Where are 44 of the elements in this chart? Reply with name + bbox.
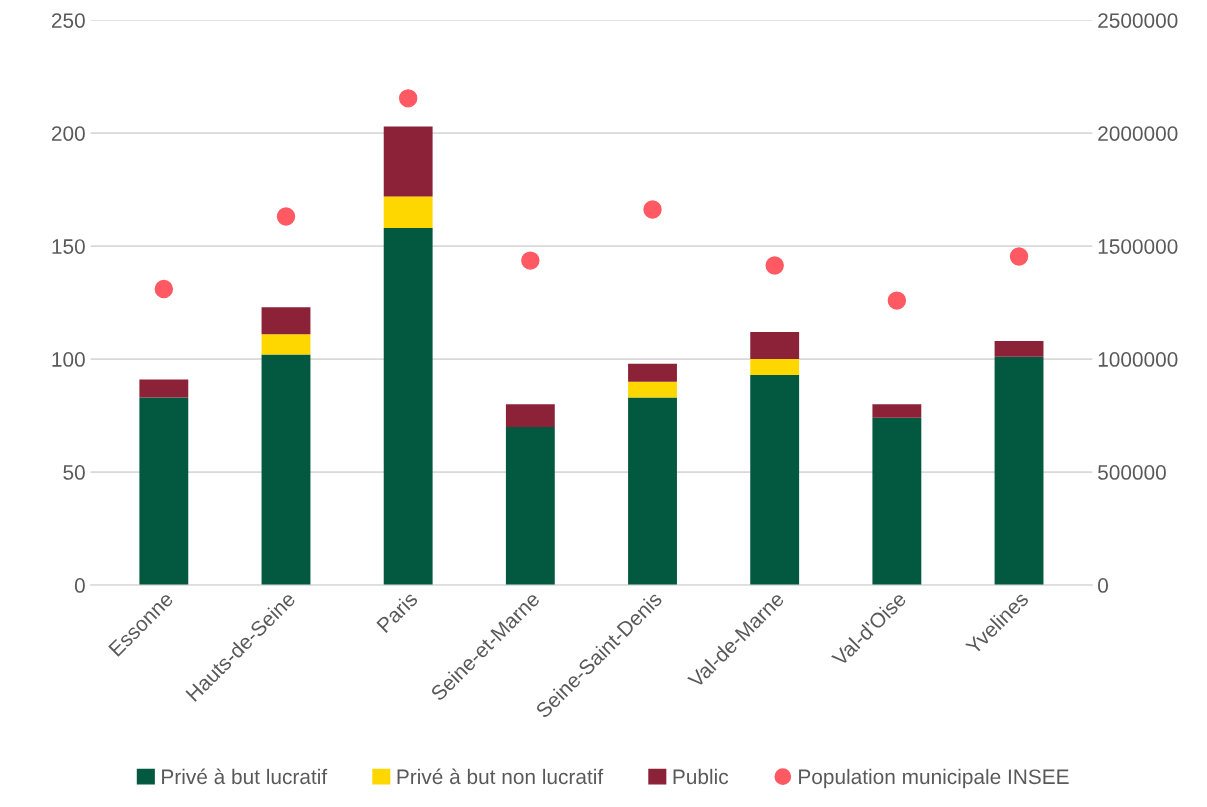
bar	[628, 397, 677, 586]
point	[276, 207, 296, 226]
point	[398, 89, 418, 108]
point	[1009, 247, 1029, 266]
y2-tick-label: 2000000	[1098, 126, 1178, 141]
bar	[383, 196, 433, 229]
y-tick-label: 50	[63, 465, 85, 480]
bar	[750, 359, 800, 375]
bar	[628, 381, 677, 398]
legend-label: Public	[673, 768, 729, 785]
y2-tick-label: 2500000	[1098, 13, 1178, 28]
y-tick-label: 250	[51, 13, 85, 28]
bar	[750, 332, 800, 360]
bar	[750, 374, 800, 586]
y2-tick-label: 1500000	[1098, 239, 1178, 254]
bar	[994, 356, 1044, 586]
point	[521, 251, 540, 270]
bar	[505, 404, 555, 427]
bar	[383, 228, 433, 586]
point	[887, 291, 907, 310]
y2-tick-label: 1000000	[1098, 352, 1178, 367]
y-tick-label: 200	[51, 126, 85, 141]
bar	[261, 334, 311, 355]
point	[154, 279, 174, 299]
legend-label: Population municipale INSEE	[799, 768, 1069, 789]
y-tick-label: 150	[52, 239, 85, 254]
bar	[872, 404, 922, 418]
legend-label: Privé à but non lucratif	[397, 768, 604, 785]
bar	[383, 126, 433, 197]
y-tick-label: 100	[52, 352, 85, 367]
bar	[872, 417, 922, 586]
legend-label: Privé à but lucratif	[162, 768, 328, 785]
point	[765, 256, 784, 275]
y2-tick-label: 0	[1098, 578, 1108, 593]
bar	[261, 354, 311, 586]
bar	[139, 397, 189, 586]
bar	[139, 379, 189, 398]
bar	[261, 307, 311, 335]
bar	[994, 341, 1044, 357]
y2-tick-label: 500000	[1098, 465, 1166, 480]
bar	[628, 363, 677, 382]
y-tick-label: 0	[74, 578, 85, 593]
bar	[505, 426, 555, 586]
point	[643, 200, 662, 219]
